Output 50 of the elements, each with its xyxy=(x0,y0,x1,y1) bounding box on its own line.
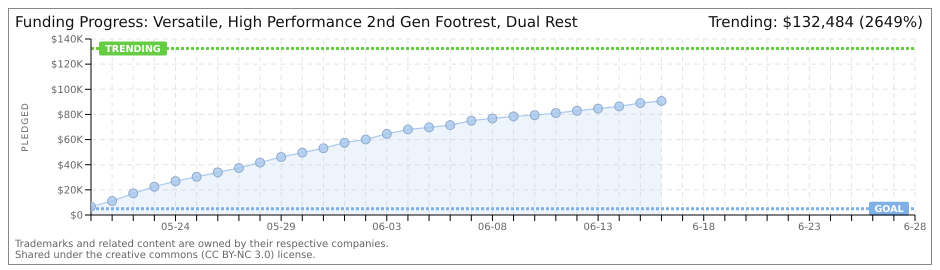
text: Trademarks and related content are owned by their respective companies. xyxy=(15,239,390,250)
chart-subtitle: Trending: $132,484 (2649%) xyxy=(708,13,923,31)
point xyxy=(255,158,266,168)
point xyxy=(635,98,646,108)
y-tick-label: $140K xyxy=(50,34,84,46)
y-tick-label: $120K xyxy=(50,60,84,71)
point xyxy=(340,138,350,148)
y-tick-label: $0 xyxy=(70,210,83,222)
point xyxy=(107,196,118,206)
y-axis-title: PLEDGED xyxy=(21,102,32,152)
point xyxy=(572,106,582,116)
point xyxy=(445,120,456,130)
point xyxy=(593,104,604,114)
point xyxy=(424,122,434,132)
point xyxy=(212,167,223,178)
point xyxy=(508,111,519,122)
y-tick-label: $40K xyxy=(57,160,84,172)
point xyxy=(466,116,476,126)
x-tick-label: 06-03 xyxy=(372,222,402,234)
x-tick-label: 6-18 xyxy=(692,222,716,234)
point xyxy=(128,188,138,198)
chart-title: Funding Progress: Versatile, High Performance 2nd Gen Footrest, Dual Rest xyxy=(15,13,578,31)
point xyxy=(614,101,624,112)
point xyxy=(297,148,308,158)
point xyxy=(656,96,666,106)
point xyxy=(382,128,392,139)
y-tick-label: $60K xyxy=(57,135,84,146)
point xyxy=(149,182,160,192)
y-tick-label: $100K xyxy=(50,84,84,96)
point xyxy=(276,152,286,162)
x-tick-label: 6-23 xyxy=(798,222,821,234)
point xyxy=(318,143,328,154)
y-tick-label: $20K xyxy=(57,185,84,196)
x-tick-label: 6-28 xyxy=(904,222,926,234)
point xyxy=(402,124,413,135)
point xyxy=(550,108,561,118)
point xyxy=(234,162,244,173)
point xyxy=(192,172,202,182)
x-tick-label: 05-29 xyxy=(266,222,296,234)
ref-line-label: TRENDING xyxy=(105,44,161,55)
x-tick-label: 05-24 xyxy=(160,222,190,234)
y-tick-label: $80K xyxy=(57,110,84,121)
ref-line-label: GOAL xyxy=(874,204,904,216)
x-tick-label: 06-13 xyxy=(584,222,613,234)
point xyxy=(530,110,540,120)
point xyxy=(170,176,181,186)
text: Shared under the creative commons (CC BY-NC 3.0) license. xyxy=(15,250,316,261)
x-tick-label: 06-08 xyxy=(478,222,507,234)
point xyxy=(360,134,371,144)
point xyxy=(487,113,498,124)
